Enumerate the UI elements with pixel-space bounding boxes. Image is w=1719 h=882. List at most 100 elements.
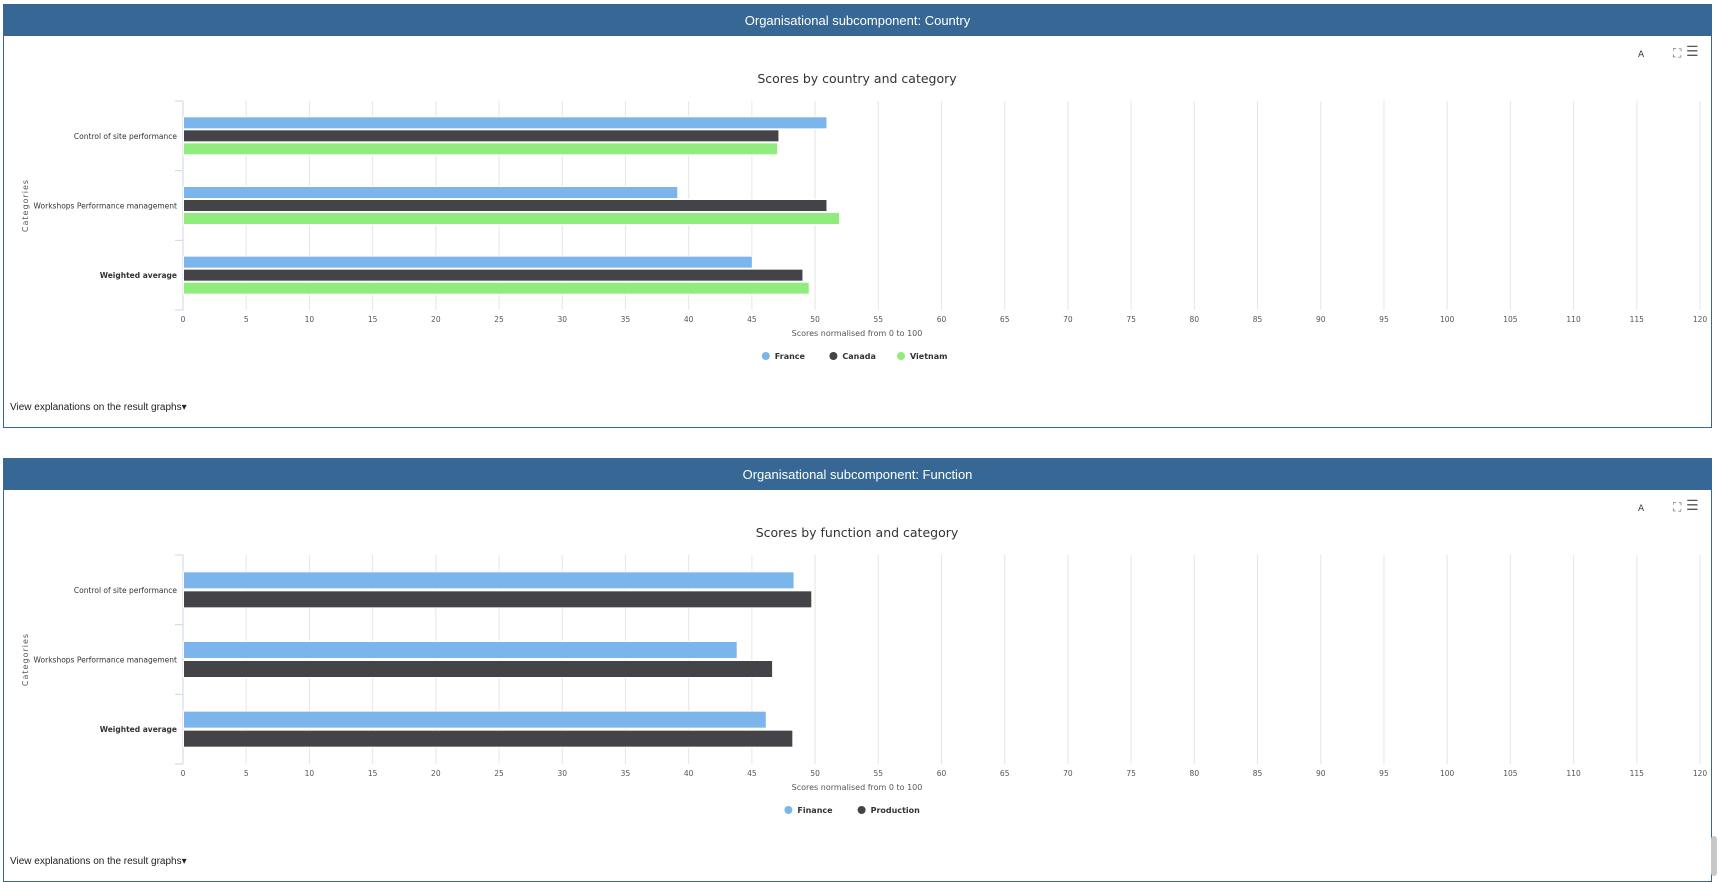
x-tick-label: 90 xyxy=(1316,769,1326,778)
legend-marker-finance xyxy=(784,806,793,814)
category-label: Weighted average xyxy=(100,725,177,734)
x-tick-label: 20 xyxy=(431,315,441,324)
x-tick-label: 45 xyxy=(747,315,757,324)
x-tick-label: 85 xyxy=(1253,315,1263,324)
country-panel: Organisational subcomponent: Country Sco… xyxy=(3,4,1712,428)
bar-france xyxy=(183,255,753,269)
category-label: Weighted average xyxy=(100,271,177,280)
x-tick-label: 25 xyxy=(494,315,504,324)
x-tick-label: 75 xyxy=(1126,769,1136,778)
fullscreen-icon[interactable]: ⛶ xyxy=(1673,46,1682,60)
x-tick-label: 120 xyxy=(1693,315,1708,324)
x-tick-label: 15 xyxy=(368,315,378,324)
x-axis-title: Scores normalised from 0 to 100 xyxy=(792,329,923,338)
view-explanations-label: View explanations on the result graphs xyxy=(10,856,182,867)
x-tick-label: 105 xyxy=(1503,769,1518,778)
view-explanations-label: View explanations on the result graphs xyxy=(10,402,182,413)
x-tick-label: 115 xyxy=(1630,315,1645,324)
x-tick-label: 105 xyxy=(1503,315,1518,324)
legend-item-france[interactable]: France xyxy=(775,352,806,361)
font-size-button[interactable]: A xyxy=(1638,50,1645,60)
x-axis-title: Scores normalised from 0 to 100 xyxy=(792,783,923,792)
panel-header: Organisational subcomponent: Country xyxy=(4,5,1711,36)
x-tick-label: 0 xyxy=(181,769,186,778)
x-tick-label: 5 xyxy=(244,769,249,778)
x-tick-label: 75 xyxy=(1126,315,1136,324)
panel-body: Scores by country and category 0 5 10 15 20 25… xyxy=(4,36,1711,427)
x-tick-label: 100 xyxy=(1440,315,1455,324)
font-size-button[interactable]: A xyxy=(1638,504,1645,514)
legend-item-finance[interactable]: Finance xyxy=(797,806,833,815)
x-tick-label: 70 xyxy=(1063,769,1073,778)
x-tick-label: 60 xyxy=(937,769,947,778)
x-tick-label: 110 xyxy=(1566,315,1581,324)
bar-vietnam xyxy=(183,142,779,156)
chart-title: Scores by function and category xyxy=(756,525,959,540)
bar-canada xyxy=(183,129,780,143)
legend-item-vietnam[interactable]: Vietnam xyxy=(910,352,947,361)
x-tick-label: 35 xyxy=(621,315,631,324)
bar-production xyxy=(183,729,794,748)
legend-marker-canada xyxy=(829,352,838,360)
category-label: Control of site performance xyxy=(74,586,177,595)
bar-canada xyxy=(183,268,804,282)
legend-marker-production xyxy=(857,806,866,814)
x-tick-label: 40 xyxy=(684,315,694,324)
x-tick-label: 80 xyxy=(1190,769,1200,778)
fullscreen-icon[interactable]: ⛶ xyxy=(1673,500,1682,514)
panel-body: Scores by function and category 0 5 10 15 20 2… xyxy=(4,490,1711,881)
caret-down-icon: ▾ xyxy=(181,856,187,867)
x-tick-label: 70 xyxy=(1063,315,1073,324)
category-label: Control of site performance xyxy=(74,132,177,141)
bar-finance xyxy=(183,710,767,729)
y-axis-title: Categories xyxy=(21,633,30,686)
x-tick-label: 5 xyxy=(244,315,249,324)
x-tick-label: 0 xyxy=(181,315,186,324)
chart-title: Scores by country and category xyxy=(757,71,957,86)
caret-down-icon: ▾ xyxy=(181,402,187,413)
x-tick-label: 35 xyxy=(621,769,631,778)
bar-finance xyxy=(183,571,795,590)
x-tick-label: 115 xyxy=(1630,769,1645,778)
x-tick-label: 95 xyxy=(1379,315,1389,324)
bar-france xyxy=(183,116,828,130)
hamburger-menu-icon[interactable]: ☰ xyxy=(1686,44,1699,60)
x-tick-label: 95 xyxy=(1379,769,1389,778)
x-tick-label: 50 xyxy=(810,315,820,324)
x-tick-label: 65 xyxy=(1000,315,1010,324)
bar-france xyxy=(183,186,679,199)
bar-finance xyxy=(183,641,738,659)
legend-item-production[interactable]: Production xyxy=(871,806,921,815)
legend-item-canada[interactable]: Canada xyxy=(842,352,876,361)
x-tick-label: 25 xyxy=(494,769,504,778)
x-tick-label: 40 xyxy=(684,769,694,778)
x-tick-label: 30 xyxy=(557,769,567,778)
country-chart: Scores by country and category 0 5 10 15 20 25… xyxy=(21,71,1708,361)
bar-production xyxy=(183,660,774,678)
x-tick-label: 55 xyxy=(874,315,884,324)
bar-vietnam xyxy=(183,212,841,225)
x-tick-label: 10 xyxy=(305,769,315,778)
hamburger-menu-icon[interactable]: ☰ xyxy=(1686,498,1699,514)
x-tick-label: 80 xyxy=(1190,315,1200,324)
function-chart: Scores by function and category 0 5 10 15 20 2… xyxy=(21,525,1707,815)
legend-marker-vietnam xyxy=(897,352,905,360)
x-tick-label: 110 xyxy=(1566,769,1581,778)
function-panel: Organisational subcomponent: Function Sc… xyxy=(3,458,1712,882)
y-axis-title: Categories xyxy=(21,179,30,232)
x-tick-label: 10 xyxy=(305,315,315,324)
view-explanations-link[interactable]: View explanations on the result graphs▾ xyxy=(10,402,187,413)
bar-canada xyxy=(183,199,828,212)
view-explanations-link[interactable]: View explanations on the result graphs▾ xyxy=(10,856,187,867)
x-tick-label: 45 xyxy=(747,769,757,778)
x-tick-label: 30 xyxy=(557,315,567,324)
category-label: Workshops Performance management xyxy=(34,202,178,211)
panel-header: Organisational subcomponent: Function xyxy=(4,459,1711,490)
x-tick-label: 100 xyxy=(1440,769,1455,778)
x-tick-label: 15 xyxy=(368,769,378,778)
x-tick-label: 90 xyxy=(1316,315,1326,324)
x-tick-label: 60 xyxy=(937,315,947,324)
legend-marker-france xyxy=(761,352,770,360)
scrollbar[interactable] xyxy=(1711,836,1717,876)
category-label: Workshops Performance management xyxy=(34,656,178,665)
